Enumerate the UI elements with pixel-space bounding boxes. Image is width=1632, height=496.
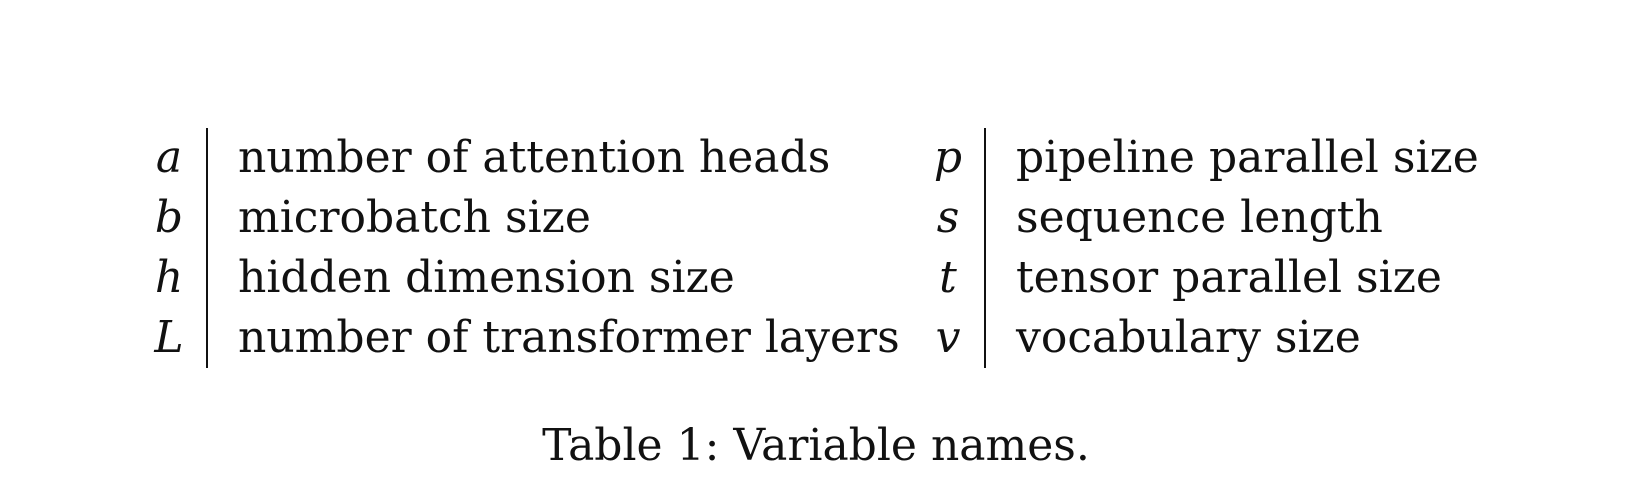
variable-table-right: p s t v pipeline parallel size sequence … xyxy=(928,128,1479,368)
variable-description: hidden dimension size xyxy=(238,252,735,303)
symbol-column-right: p s t v xyxy=(928,128,986,368)
table-caption: Table 1: Variable names. xyxy=(542,420,1090,471)
variable-symbol: t xyxy=(939,252,957,303)
variable-symbol: L xyxy=(154,312,184,363)
variable-description: tensor parallel size xyxy=(1016,252,1442,303)
variable-description: sequence length xyxy=(1016,192,1383,243)
variable-symbol: b xyxy=(154,192,184,243)
variable-description: number of attention heads xyxy=(238,132,831,183)
variable-symbol: p xyxy=(933,132,963,183)
symbol-column-left: a b h L xyxy=(148,128,208,368)
variable-symbol: h xyxy=(154,252,184,303)
variable-table-left: a b h L number of attention heads microb… xyxy=(148,128,900,368)
variable-symbol: a xyxy=(155,132,183,183)
variable-description: pipeline parallel size xyxy=(1016,132,1479,183)
description-column-left: number of attention heads microbatch siz… xyxy=(208,128,900,368)
description-column-right: pipeline parallel size sequence length t… xyxy=(986,128,1479,368)
variable-symbol: v xyxy=(935,312,961,363)
variable-description: number of transformer layers xyxy=(238,312,900,363)
variable-description: vocabulary size xyxy=(1016,312,1361,363)
variable-description: microbatch size xyxy=(238,192,591,243)
variable-symbol: s xyxy=(936,192,960,243)
